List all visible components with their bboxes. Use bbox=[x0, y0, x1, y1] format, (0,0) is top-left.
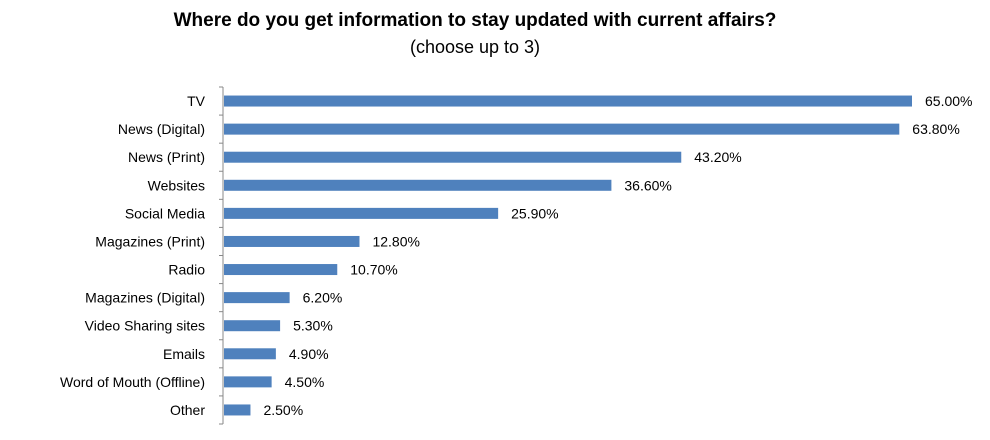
category-label: TV bbox=[187, 93, 206, 109]
value-label: 43.20% bbox=[694, 149, 741, 165]
bar bbox=[224, 348, 276, 360]
bar bbox=[224, 264, 338, 276]
value-label: 25.90% bbox=[511, 205, 558, 221]
category-label: Magazines (Print) bbox=[95, 233, 205, 249]
category-label: Video Sharing sites bbox=[85, 318, 205, 334]
value-label: 10.70% bbox=[350, 262, 397, 278]
value-label: 4.50% bbox=[285, 374, 325, 390]
chart-title: Where do you get information to stay upd… bbox=[173, 10, 777, 31]
category-label: News (Print) bbox=[128, 149, 205, 165]
bar bbox=[224, 95, 912, 107]
category-label: Word of Mouth (Offline) bbox=[60, 374, 205, 390]
category-label: Social Media bbox=[125, 205, 205, 221]
category-label: Magazines (Digital) bbox=[85, 290, 205, 306]
bar bbox=[224, 320, 281, 332]
category-label: Emails bbox=[163, 346, 205, 362]
chart-subtitle: (choose up to 3) bbox=[409, 37, 541, 57]
bar bbox=[224, 207, 499, 219]
value-label: 2.50% bbox=[263, 402, 303, 418]
value-label: 5.30% bbox=[293, 318, 333, 334]
value-label: 4.90% bbox=[289, 346, 329, 362]
value-label: 36.60% bbox=[624, 177, 671, 193]
category-label: Websites bbox=[148, 177, 205, 193]
category-label: News (Digital) bbox=[118, 121, 205, 137]
value-label: 63.80% bbox=[912, 121, 959, 137]
bar bbox=[224, 235, 360, 247]
value-label: 12.80% bbox=[372, 233, 419, 249]
bar bbox=[224, 404, 251, 416]
bar bbox=[224, 179, 612, 191]
category-label: Radio bbox=[168, 262, 205, 278]
category-label: Other bbox=[170, 402, 205, 418]
value-label: 65.00% bbox=[925, 93, 972, 109]
bar bbox=[224, 376, 272, 388]
value-label: 6.20% bbox=[303, 290, 343, 306]
bar bbox=[224, 292, 290, 304]
bar bbox=[224, 151, 682, 163]
bar bbox=[224, 123, 900, 135]
